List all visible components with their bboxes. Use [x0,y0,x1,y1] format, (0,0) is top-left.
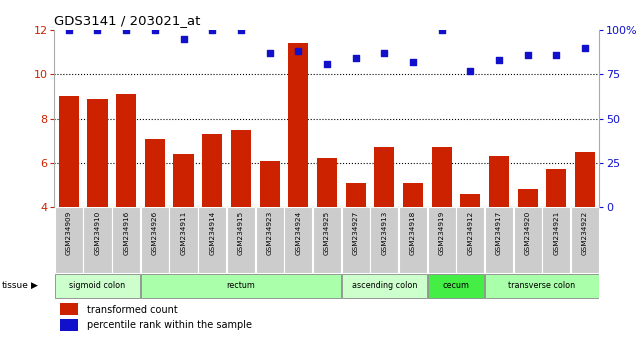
Bar [370,207,398,273]
Point [322,61,332,67]
Bar [485,207,513,273]
Point [178,36,188,42]
Bar [288,44,308,207]
Bar [489,156,509,207]
Text: GSM234909: GSM234909 [66,210,72,255]
Point [379,50,389,56]
Bar [518,189,538,207]
Bar [169,207,197,273]
Bar [198,207,226,273]
Point [92,27,103,33]
Text: percentile rank within the sample: percentile rank within the sample [87,320,253,330]
Point [522,52,533,58]
Bar [456,207,485,273]
Bar [83,207,112,273]
Text: GSM234917: GSM234917 [496,210,502,255]
Bar [141,207,169,273]
Point [150,27,160,33]
Bar [174,154,194,207]
Bar [202,134,222,207]
Point [494,57,504,63]
Text: transverse colon: transverse colon [508,281,576,290]
Point [265,50,275,56]
Text: GSM234919: GSM234919 [438,210,445,255]
Text: ascending colon: ascending colon [351,281,417,290]
Bar [342,274,427,298]
Bar [428,274,485,298]
Text: GSM234921: GSM234921 [553,210,560,255]
Text: GSM234925: GSM234925 [324,210,330,255]
Point [408,59,418,65]
Text: transformed count: transformed count [87,304,178,314]
Point [465,68,476,74]
Bar [513,207,542,273]
Bar [546,170,567,207]
Bar [403,183,423,207]
Bar [460,194,480,207]
Bar [231,130,251,207]
Bar [59,96,79,207]
Text: GSM234911: GSM234911 [181,210,187,255]
Text: cecum: cecum [442,281,469,290]
Text: GSM234927: GSM234927 [353,210,358,255]
Bar [112,207,140,273]
Text: GDS3141 / 203021_at: GDS3141 / 203021_at [54,14,201,27]
Bar [317,159,337,207]
Text: GSM234923: GSM234923 [267,210,272,255]
Text: GSM234922: GSM234922 [582,210,588,255]
Bar [54,207,83,273]
Bar [485,274,599,298]
Point [351,56,361,61]
Text: rectum: rectum [226,281,255,290]
Bar [345,183,365,207]
Text: GSM234916: GSM234916 [123,210,129,255]
Bar [284,207,312,273]
Bar [60,319,78,331]
Text: GSM234915: GSM234915 [238,210,244,255]
Text: GSM234924: GSM234924 [296,210,301,255]
Bar [260,161,279,207]
Point [63,27,74,33]
Bar [399,207,427,273]
Text: GSM234918: GSM234918 [410,210,416,255]
Bar [342,207,370,273]
Bar [227,207,255,273]
Bar [256,207,283,273]
Text: GSM234910: GSM234910 [94,210,101,255]
Bar [542,207,570,273]
Bar [431,147,452,207]
Bar [87,99,108,207]
Point [121,27,131,33]
Point [293,48,303,54]
Bar [145,138,165,207]
Point [551,52,562,58]
Bar [54,274,140,298]
Text: GSM234913: GSM234913 [381,210,387,255]
Text: tissue: tissue [2,281,29,290]
Bar [60,303,78,315]
Text: GSM234912: GSM234912 [467,210,473,255]
Point [207,27,217,33]
Text: ▶: ▶ [31,281,38,290]
Point [236,27,246,33]
Bar [374,147,394,207]
Bar [313,207,341,273]
Point [580,45,590,51]
Bar [141,274,341,298]
Bar [116,94,137,207]
Text: GSM234926: GSM234926 [152,210,158,255]
Point [437,27,447,33]
Text: GSM234914: GSM234914 [209,210,215,255]
Bar [575,152,595,207]
Bar [428,207,456,273]
Text: GSM234920: GSM234920 [524,210,531,255]
Text: sigmoid colon: sigmoid colon [69,281,126,290]
Bar [571,207,599,273]
